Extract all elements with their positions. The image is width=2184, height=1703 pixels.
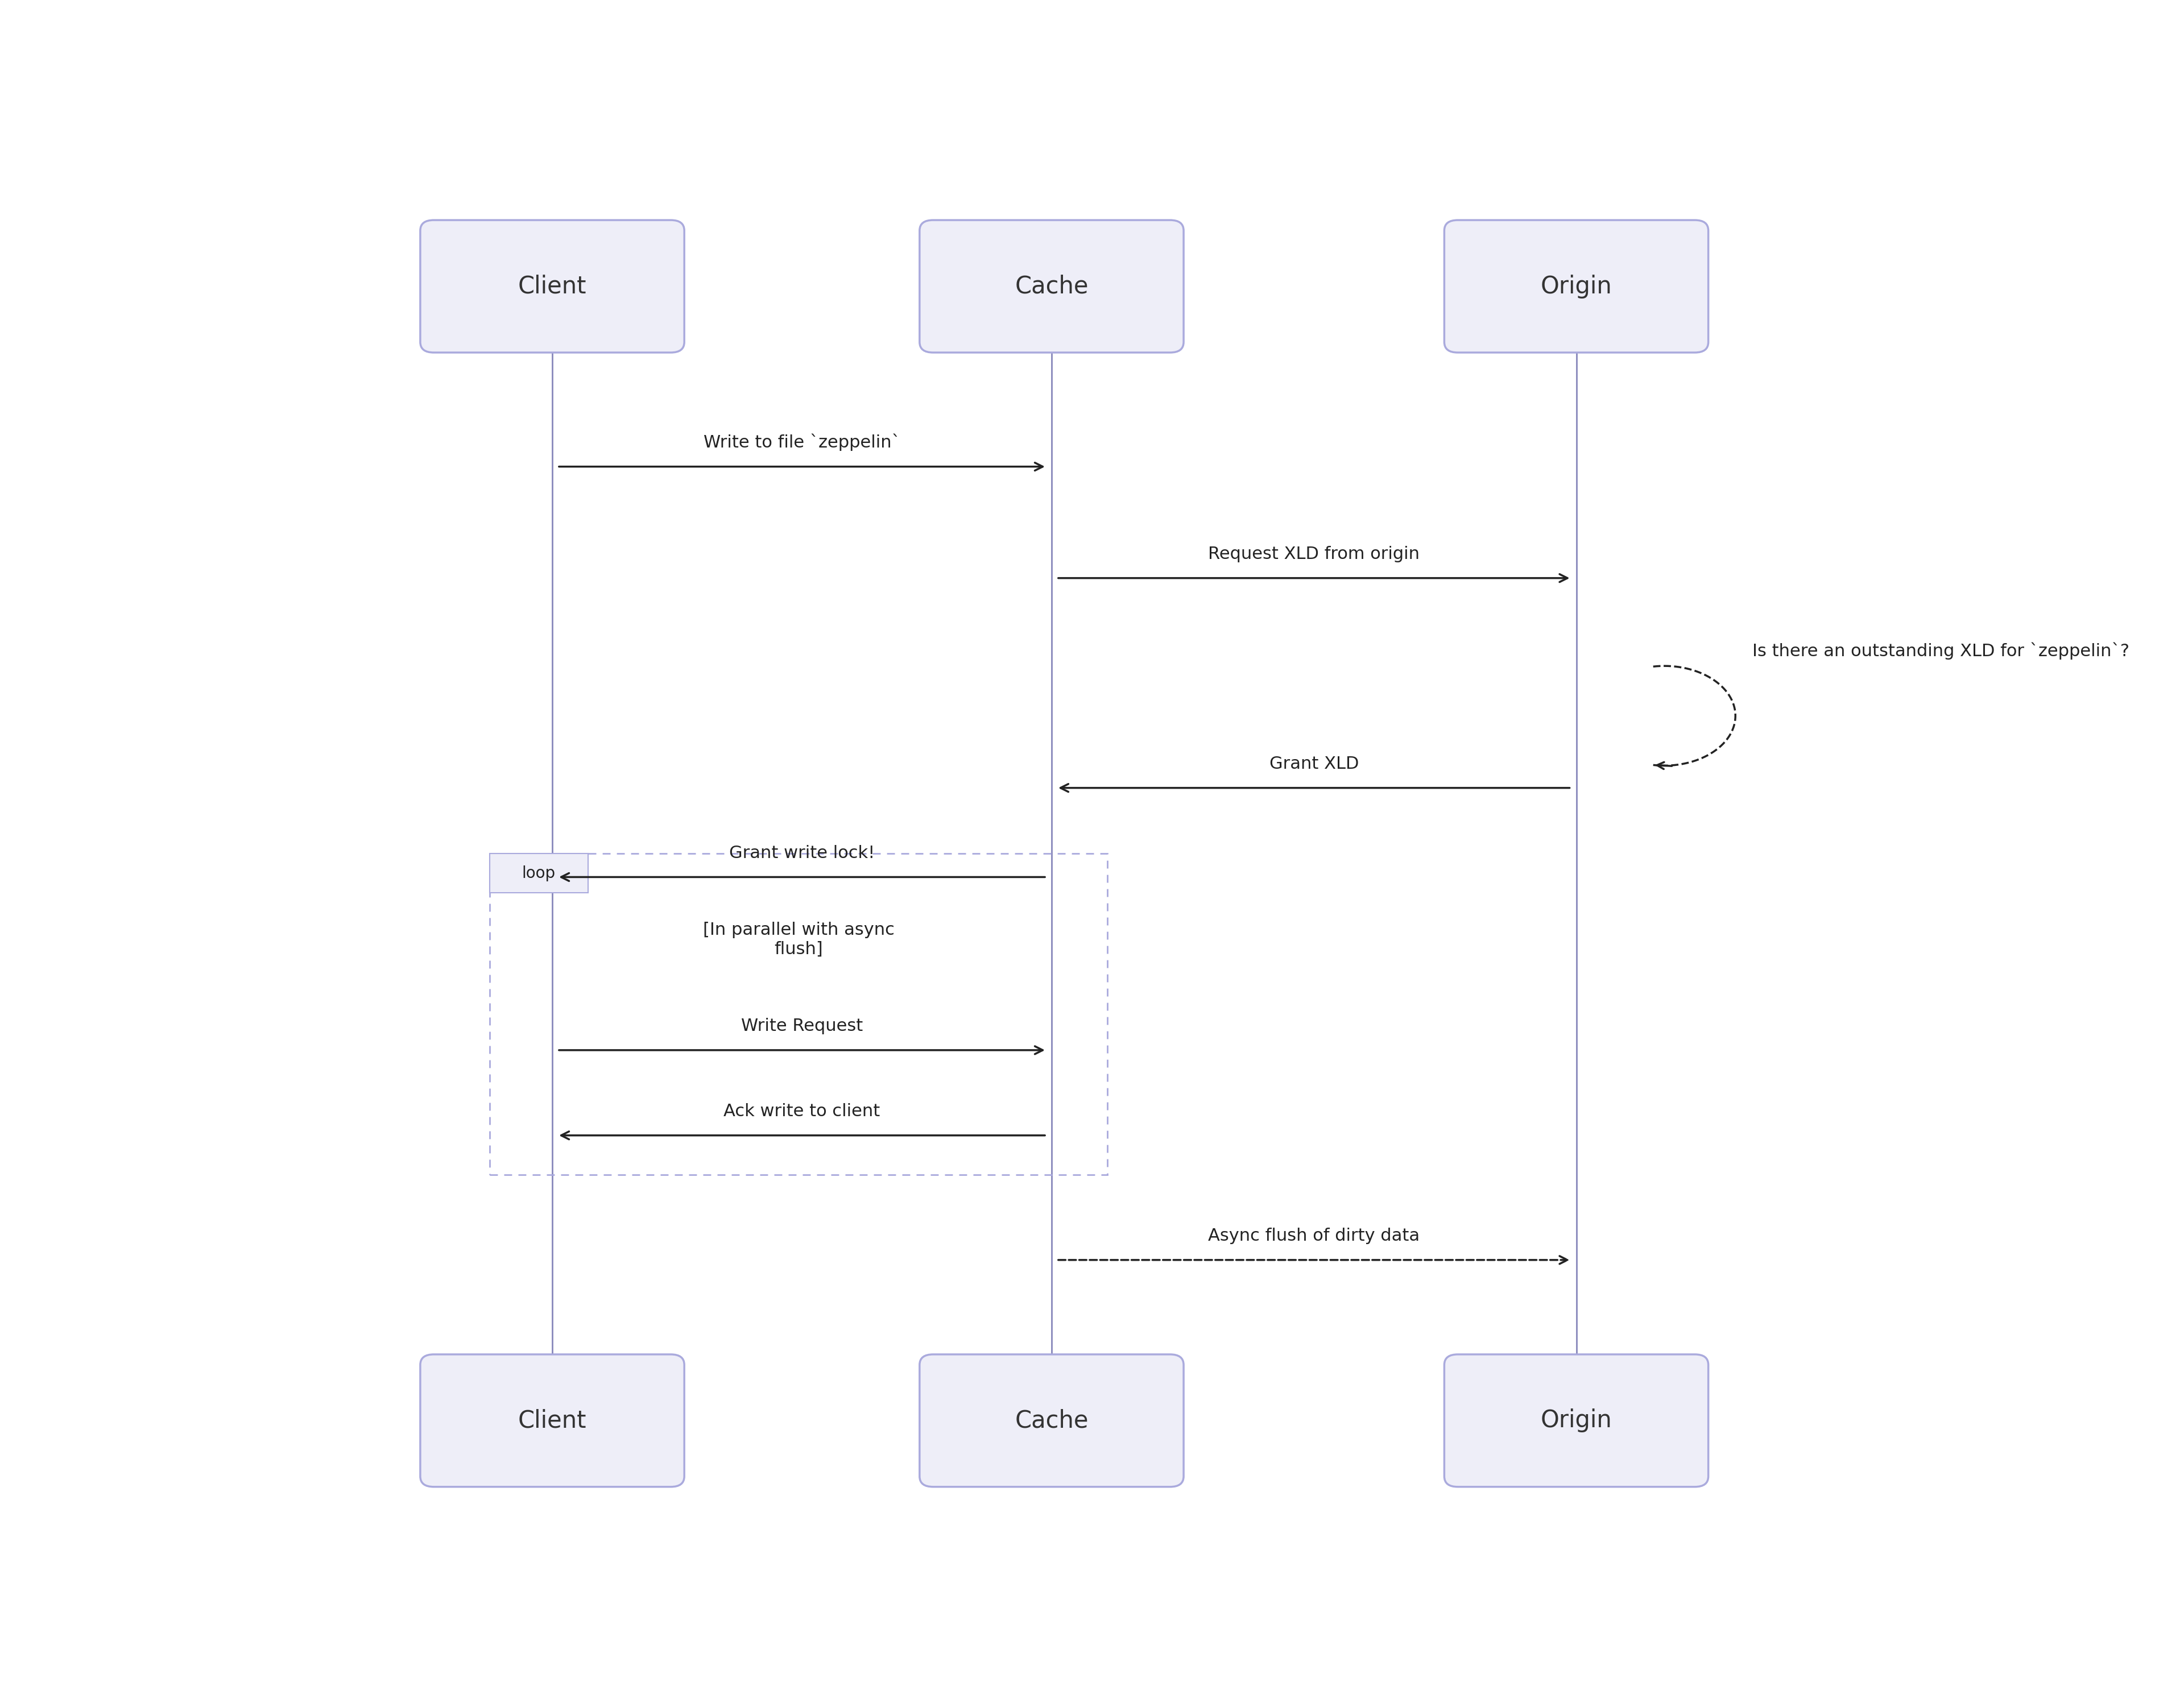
FancyBboxPatch shape	[1444, 1354, 1708, 1487]
Text: Write to file `zeppelin`: Write to file `zeppelin`	[703, 434, 900, 451]
Text: Client: Client	[518, 1408, 587, 1432]
Bar	[489, 853, 1107, 1175]
Text: Cache: Cache	[1016, 274, 1088, 298]
Text: Request XLD from origin: Request XLD from origin	[1208, 547, 1420, 562]
Text: loop: loop	[522, 865, 555, 880]
Text: Ack write to client: Ack write to client	[723, 1104, 880, 1119]
Text: Write Request: Write Request	[740, 1018, 863, 1034]
Text: Cache: Cache	[1016, 1408, 1088, 1432]
FancyBboxPatch shape	[419, 1354, 684, 1487]
FancyBboxPatch shape	[419, 220, 684, 353]
FancyBboxPatch shape	[919, 220, 1184, 353]
Text: Grant XLD: Grant XLD	[1269, 756, 1358, 771]
Text: Is there an outstanding XLD for `zeppelin`?: Is there an outstanding XLD for `zeppeli…	[1752, 642, 2129, 659]
Text: Origin: Origin	[1540, 1408, 1612, 1432]
Text: Origin: Origin	[1540, 274, 1612, 298]
FancyBboxPatch shape	[489, 853, 587, 892]
Text: Grant write lock!: Grant write lock!	[729, 845, 876, 862]
Text: [In parallel with async
flush]: [In parallel with async flush]	[703, 921, 895, 957]
Text: Async flush of dirty data: Async flush of dirty data	[1208, 1228, 1420, 1245]
FancyBboxPatch shape	[919, 1354, 1184, 1487]
Text: Client: Client	[518, 274, 587, 298]
FancyBboxPatch shape	[1444, 220, 1708, 353]
